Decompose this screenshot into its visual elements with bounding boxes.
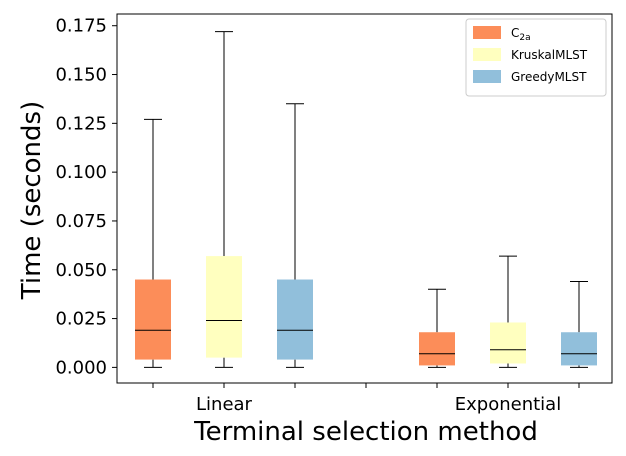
legend-swatch bbox=[473, 48, 501, 61]
y-tick-label: 0.025 bbox=[55, 309, 107, 330]
y-tick-label: 0.050 bbox=[55, 260, 107, 281]
box-greedymlst-linear bbox=[277, 103, 313, 368]
box-body bbox=[277, 279, 313, 360]
box-body bbox=[135, 279, 171, 360]
y-tick-label: 0.125 bbox=[55, 113, 107, 134]
legend: C2a KruskalMLST GreedyMLST bbox=[465, 18, 607, 97]
y-tick-label: 0.000 bbox=[55, 357, 107, 378]
legend-swatch bbox=[473, 26, 501, 39]
y-tick-label: 0.100 bbox=[55, 162, 107, 183]
x-axis-label: Terminal selection method bbox=[193, 417, 538, 447]
y-tick-label: 0.175 bbox=[55, 16, 107, 37]
plot-frame bbox=[116, 13, 613, 384]
y-tick-label: 0.075 bbox=[55, 211, 107, 232]
x-tick-label-exponential: Exponential bbox=[455, 394, 561, 415]
legend-label: KruskalMLST bbox=[511, 48, 588, 62]
box-body bbox=[490, 322, 526, 364]
box-body bbox=[206, 256, 242, 358]
box-greedymlst-exponential bbox=[561, 280, 597, 368]
legend-label: C2a bbox=[511, 26, 531, 43]
x-axis: Linear Exponential bbox=[152, 383, 580, 415]
y-axis-label: Time (seconds) bbox=[17, 101, 47, 300]
box-kruskalmlst-exponential bbox=[490, 255, 526, 368]
box-c2a-linear bbox=[135, 118, 171, 368]
y-axis: 0.000 0.025 0.050 0.075 0.100 0.125 0.150 0.175 bbox=[55, 16, 117, 378]
box-body bbox=[419, 332, 455, 366]
box-body bbox=[561, 332, 597, 366]
box-c2a-exponential bbox=[419, 288, 455, 368]
legend-label: GreedyMLST bbox=[511, 70, 587, 84]
box-kruskalmlst-linear bbox=[206, 31, 242, 368]
legend-swatch bbox=[473, 70, 501, 83]
y-tick-label: 0.150 bbox=[55, 65, 107, 86]
x-tick-label-linear: Linear bbox=[196, 394, 253, 415]
boxes-layer bbox=[135, 31, 597, 368]
